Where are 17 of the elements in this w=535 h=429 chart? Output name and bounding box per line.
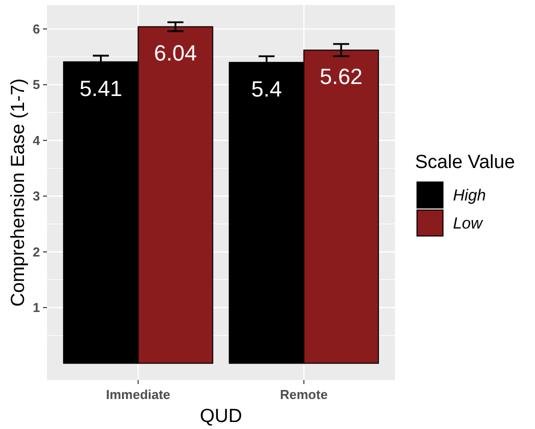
legend-label: Low bbox=[453, 216, 484, 233]
x-tick-label: Immediate bbox=[106, 387, 170, 402]
x-axis-title: QUD bbox=[200, 406, 242, 427]
y-tick-label: 3 bbox=[32, 188, 40, 204]
y-tick-label: 6 bbox=[32, 22, 40, 37]
data-label: 5.41 bbox=[79, 76, 122, 101]
legend-label: High bbox=[453, 188, 486, 205]
y-tick-label: 4 bbox=[32, 132, 41, 148]
data-label: 5.62 bbox=[320, 64, 363, 90]
data-label: 5.4 bbox=[251, 76, 282, 102]
x-tick-label: Remote bbox=[280, 387, 328, 402]
y-tick-label: 5 bbox=[32, 77, 40, 92]
data-label: 6.04 bbox=[154, 40, 197, 66]
y-tick-label: 2 bbox=[32, 244, 40, 260]
y-axis-title: Comprehension Ease (1-7) bbox=[8, 78, 29, 307]
legend-title: Scale Value bbox=[415, 152, 515, 173]
y-tick-label: 1 bbox=[32, 300, 40, 316]
